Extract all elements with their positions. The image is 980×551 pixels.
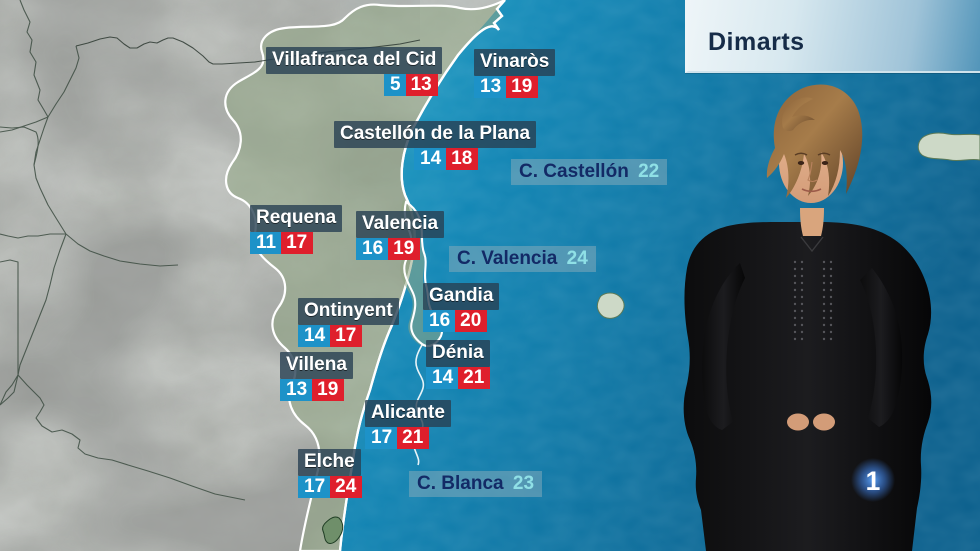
svg-text:1: 1 — [866, 466, 881, 496]
